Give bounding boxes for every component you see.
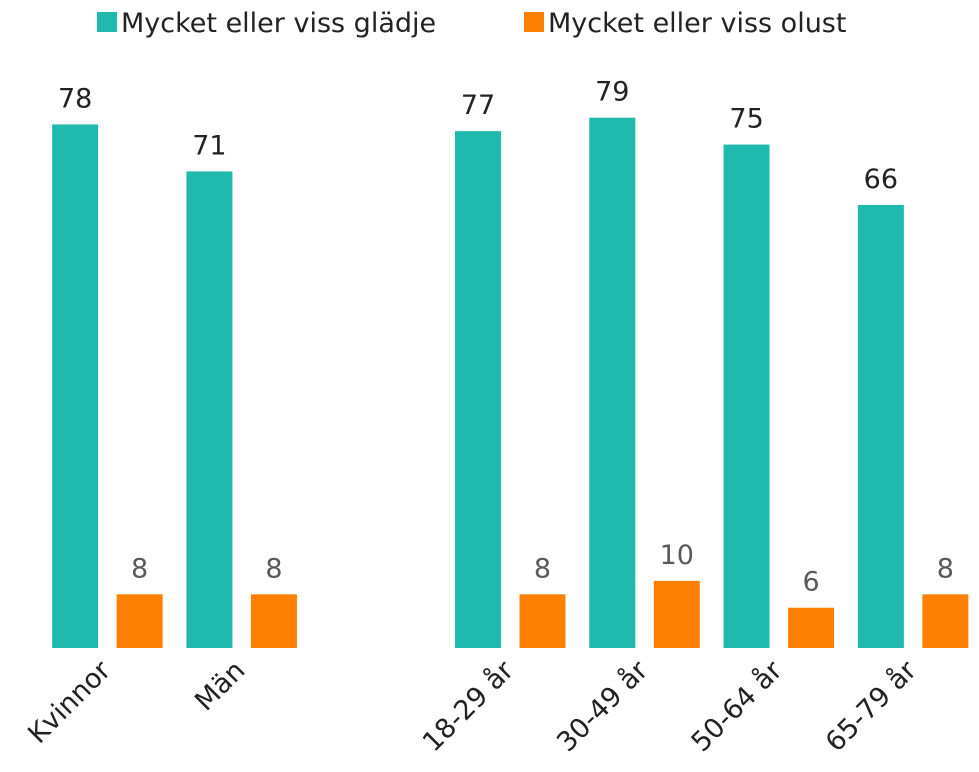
bar: [589, 117, 636, 648]
bar: [922, 594, 969, 648]
data-label: 77: [461, 90, 495, 121]
data-label: 8: [265, 553, 282, 584]
x-tick-label: 30-49 år: [551, 654, 655, 758]
x-tick-label: 65-79 år: [820, 654, 924, 758]
data-label: 8: [131, 553, 148, 584]
data-label: 79: [595, 77, 629, 108]
bar: [653, 580, 700, 648]
x-tick-label: Kvinnor: [22, 654, 117, 749]
x-tick-label: 18-29 år: [417, 654, 521, 758]
data-label: 8: [534, 553, 551, 584]
data-label: 6: [802, 567, 819, 598]
legend-swatch: [97, 12, 117, 32]
bar: [723, 144, 770, 648]
data-label: 78: [58, 83, 92, 114]
bar: [519, 594, 566, 648]
bar: [52, 124, 99, 649]
legend-swatch: [524, 12, 544, 32]
x-tick-label: 50-64 år: [686, 654, 790, 758]
data-label: 66: [864, 164, 898, 195]
bar: [186, 171, 233, 648]
bar: [857, 204, 904, 648]
data-label: 8: [937, 553, 954, 584]
bar: [250, 594, 297, 648]
legend-label: Mycket eller viss olust: [548, 8, 846, 39]
data-label: 75: [729, 104, 763, 135]
data-label: 10: [660, 540, 694, 571]
bar: [455, 131, 501, 648]
legend-label: Mycket eller viss glädje: [121, 8, 436, 39]
x-tick-label: Män: [189, 655, 251, 717]
data-label: 71: [192, 130, 226, 161]
bar: [116, 594, 163, 648]
bar: [788, 607, 835, 648]
